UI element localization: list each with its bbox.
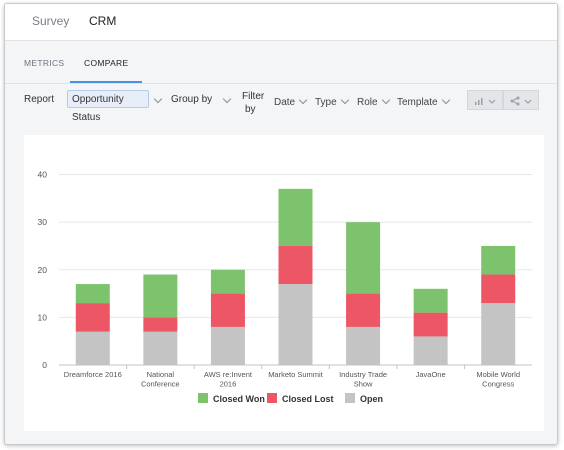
bar-segment: [278, 284, 313, 365]
tab-compare[interactable]: COMPARE: [70, 41, 143, 83]
bar-segment: [75, 331, 110, 365]
x-tick-label: National Conference: [141, 370, 180, 389]
bar-segment: [346, 293, 381, 327]
report-select[interactable]: Opportunity Status: [67, 90, 149, 123]
bar-segment: [413, 288, 448, 313]
chevron-down-icon: [381, 95, 390, 105]
chart-type-button[interactable]: [467, 90, 503, 110]
legend-swatch: [345, 393, 355, 403]
report-select-value: Opportunity Status: [72, 94, 124, 123]
bar-segment: [413, 312, 448, 337]
filter-label-line1: Filter: [242, 91, 265, 102]
filter-role[interactable]: Role: [357, 95, 390, 108]
x-tick-label: Marketo Summit: [268, 370, 324, 379]
share-icon: [510, 96, 532, 106]
bar-segment: [75, 284, 110, 304]
tab-metrics[interactable]: METRICS: [24, 58, 65, 68]
y-tick-label: 10: [38, 312, 48, 322]
filter-date[interactable]: Date: [274, 95, 308, 108]
top-tab-bar: Survey CRM: [5, 4, 557, 41]
bar-segment: [75, 303, 110, 332]
legend-swatch: [198, 393, 208, 403]
legend-swatch: [267, 393, 277, 403]
x-tick-label: AWS re:Invent 2016: [204, 370, 253, 389]
filter-date-label: Date: [274, 97, 296, 108]
x-tick-label: Dreamforce 2016: [64, 370, 122, 379]
legend-label: Closed Won: [213, 394, 265, 404]
filter-template[interactable]: Template: [397, 95, 450, 108]
group-by-chevron-icon[interactable]: [222, 94, 232, 104]
bar-segment: [346, 222, 381, 294]
filter-role-label: Role: [357, 97, 378, 108]
filter-label-line2: by: [245, 104, 256, 115]
filter-type[interactable]: Type: [315, 95, 349, 108]
bar-segment: [143, 317, 178, 332]
group-by-label: Group by: [171, 94, 213, 105]
legend-label: Closed Lost: [282, 394, 334, 404]
chevron-down-icon: [441, 95, 450, 105]
bar-segment: [481, 245, 516, 275]
tab-crm[interactable]: CRM: [89, 14, 117, 28]
filter-template-label: Template: [397, 97, 438, 108]
y-tick-label: 30: [38, 217, 48, 227]
legend-label: Open: [360, 394, 383, 404]
filter-type-label: Type: [315, 97, 337, 108]
chevron-down-icon: [340, 95, 349, 105]
bar-segment: [481, 303, 516, 365]
chevron-down-icon[interactable]: [153, 94, 163, 104]
bar-chart-icon: [475, 97, 496, 105]
bar-segment: [278, 245, 313, 285]
bar-segment: [278, 188, 313, 246]
sub-tab-bar: METRICS COMPARE: [5, 41, 557, 84]
bar-segment: [143, 274, 178, 318]
app-window: Survey CRM METRICS COMPARE Report Opport…: [4, 3, 558, 445]
bar-segment: [413, 336, 448, 365]
chevron-down-icon: [298, 95, 308, 105]
x-tick-label: Mobile World Congress: [476, 370, 520, 389]
bar-segment: [481, 274, 516, 304]
share-button[interactable]: [503, 90, 539, 110]
bar-segment: [143, 331, 178, 365]
x-tick-label: Industry Trade Show: [339, 370, 387, 389]
report-label: Report: [24, 94, 55, 105]
y-tick-label: 0: [42, 360, 47, 370]
y-tick-label: 40: [38, 170, 48, 180]
stacked-bar-chart: 0 10 20 30 40 Dreamforce 2016 National Conferen…: [38, 170, 532, 404]
report-toolbar: Report Opportunity Status Group by Filte…: [5, 84, 557, 124]
chart-card: 0 10 20 30 40 Dreamforce 2016 National Conferen…: [24, 135, 544, 431]
x-tick-label: JavaOne: [416, 370, 446, 379]
bar-segment: [210, 269, 245, 294]
y-tick-label: 20: [38, 265, 48, 275]
tab-survey[interactable]: Survey: [32, 14, 70, 28]
bar-segment: [210, 326, 245, 365]
bar-segment: [346, 326, 381, 365]
bar-segment: [210, 293, 245, 327]
